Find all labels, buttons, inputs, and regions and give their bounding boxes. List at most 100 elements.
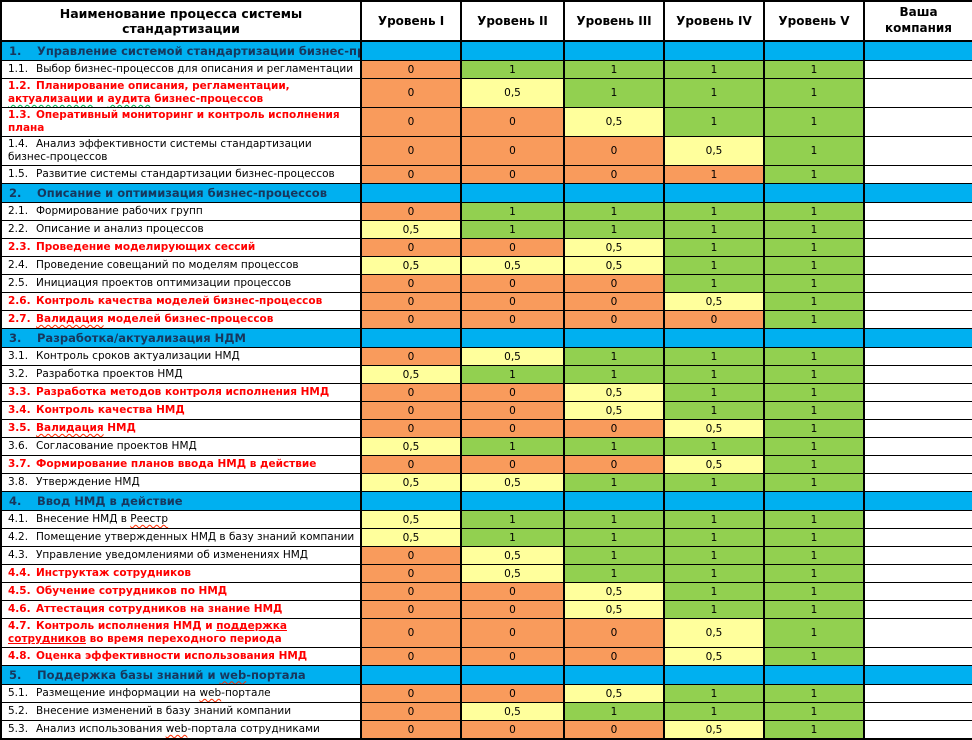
company-input-cell[interactable]: [863, 238, 972, 257]
level-value-cell: 0,5: [663, 419, 765, 438]
company-input-cell[interactable]: [863, 702, 972, 721]
company-input-cell[interactable]: [863, 546, 972, 565]
company-input-cell[interactable]: [863, 473, 972, 492]
level-value-cell: 1: [663, 365, 765, 384]
level-value-cell: 1: [763, 618, 865, 648]
company-input-cell[interactable]: [863, 455, 972, 474]
level-value-cell: 0,5: [360, 473, 462, 492]
level-value-cell: 0: [360, 274, 462, 293]
level-value-cell: 0,5: [360, 510, 462, 529]
table-row: 3.4. Контроль качества НМД 0 0 0,5 1 1: [0, 401, 972, 420]
level-value-cell: 1: [460, 510, 565, 529]
section-title-cell: 3. Разработка/актуализация НДМ: [0, 328, 362, 348]
level-value-cell: 1: [763, 546, 865, 565]
company-input-cell[interactable]: [863, 437, 972, 456]
table-row: 3.6. Согласование проектов НМД 0,5 1 1 1 1: [0, 437, 972, 456]
company-input-cell[interactable]: [863, 136, 972, 166]
level-value-cell: 0: [663, 310, 765, 329]
company-input-cell[interactable]: [863, 220, 972, 239]
level-value-cell: 0: [563, 292, 665, 311]
level-value-cell: 1: [763, 564, 865, 583]
company-input-cell[interactable]: [863, 274, 972, 293]
process-name-cell: 4.2. Помещение утвержденных НМД в базу зн…: [0, 528, 362, 547]
company-input-cell[interactable]: [863, 60, 972, 79]
company-input-cell[interactable]: [863, 202, 972, 221]
process-name-cell: 3.6. Согласование проектов НМД: [0, 437, 362, 456]
level-value-cell: 0: [460, 165, 565, 184]
table-row: 4.8. Оценка эффективности использования Н…: [0, 647, 972, 666]
level-value-cell: 0,5: [563, 684, 665, 703]
level-value-cell: 1: [663, 528, 765, 547]
level-value-cell: 0: [460, 600, 565, 619]
level-value-cell: 0: [460, 310, 565, 329]
table-row: 1.2. Планирование описания, регламентации…: [0, 78, 972, 108]
level-value-cell: 1: [663, 220, 765, 239]
company-input-cell[interactable]: [863, 582, 972, 601]
section-level-cell: [763, 183, 865, 203]
company-input-cell[interactable]: [863, 310, 972, 329]
level-value-cell: 0: [360, 165, 462, 184]
company-input-cell[interactable]: [863, 419, 972, 438]
table-row: 2.4. Проведение совещаний по моделям проц…: [0, 256, 972, 275]
level-value-cell: 0,5: [563, 582, 665, 601]
company-input-cell[interactable]: [863, 647, 972, 666]
level-value-cell: 1: [663, 600, 765, 619]
level-value-cell: 0: [360, 202, 462, 221]
level-value-cell: 1: [663, 60, 765, 79]
company-input-cell[interactable]: [863, 510, 972, 529]
level-value-cell: 0: [563, 165, 665, 184]
table-row: 3.2. Разработка проектов НМД 0,5 1 1 1 1: [0, 365, 972, 384]
company-input-cell[interactable]: [863, 684, 972, 703]
level-value-cell: 1: [460, 202, 565, 221]
level-value-cell: 1: [763, 202, 865, 221]
company-input-cell[interactable]: [863, 256, 972, 275]
level-value-cell: 0,5: [460, 347, 565, 366]
company-input-cell[interactable]: [863, 618, 972, 648]
level-value-cell: 1: [663, 582, 765, 601]
process-name-cell: 4.4. Инструктаж сотрудников: [0, 564, 362, 583]
company-input-cell[interactable]: [863, 720, 972, 740]
section-title-cell: 1. Управление системой стандартизации биз…: [0, 40, 362, 61]
level-value-cell: 1: [763, 455, 865, 474]
company-input-cell[interactable]: [863, 347, 972, 366]
company-input-cell[interactable]: [863, 365, 972, 384]
table-row: 3.3. Разработка методов контроля исполнен…: [0, 383, 972, 402]
company-input-cell[interactable]: [863, 564, 972, 583]
company-input-cell[interactable]: [863, 78, 972, 108]
level-value-cell: 0,5: [360, 365, 462, 384]
level-value-cell: 0: [360, 383, 462, 402]
company-input-cell[interactable]: [863, 528, 972, 547]
company-input-cell[interactable]: [863, 600, 972, 619]
level-value-cell: 0: [360, 60, 462, 79]
level-value-cell: 1: [460, 528, 565, 547]
level-value-cell: 1: [763, 582, 865, 601]
process-name-cell: 1.5. Развитие системы стандартизации бизн…: [0, 165, 362, 184]
table-row: 3.8. Утверждение НМД 0,5 0,5 1 1 1: [0, 473, 972, 492]
company-input-cell[interactable]: [863, 165, 972, 184]
level-value-cell: 0: [460, 720, 565, 740]
level-1-header: Уровень I: [360, 0, 462, 42]
company-input-cell[interactable]: [863, 107, 972, 137]
company-input-cell[interactable]: [863, 292, 972, 311]
level-value-cell: 1: [663, 165, 765, 184]
section-level-cell: [763, 491, 865, 511]
level-value-cell: 0: [460, 107, 565, 137]
level-value-cell: 0: [460, 383, 565, 402]
level-value-cell: 1: [563, 60, 665, 79]
company-input-cell[interactable]: [863, 401, 972, 420]
company-input-cell[interactable]: [863, 383, 972, 402]
section-level-cell: [360, 183, 462, 203]
level-value-cell: 1: [763, 60, 865, 79]
level-value-cell: 1: [563, 702, 665, 721]
level-value-cell: 0: [563, 274, 665, 293]
level-value-cell: 0: [360, 238, 462, 257]
level-value-cell: 1: [563, 220, 665, 239]
section-level-cell: [460, 491, 565, 511]
level-value-cell: 1: [763, 365, 865, 384]
level-value-cell: 1: [563, 78, 665, 108]
level-value-cell: 1: [460, 220, 565, 239]
process-name-cell: 4.5. Обучение сотрудников по НМД: [0, 582, 362, 601]
level-value-cell: 1: [563, 564, 665, 583]
table-row: 5.2. Внесение изменений в базу знаний ком…: [0, 702, 972, 721]
